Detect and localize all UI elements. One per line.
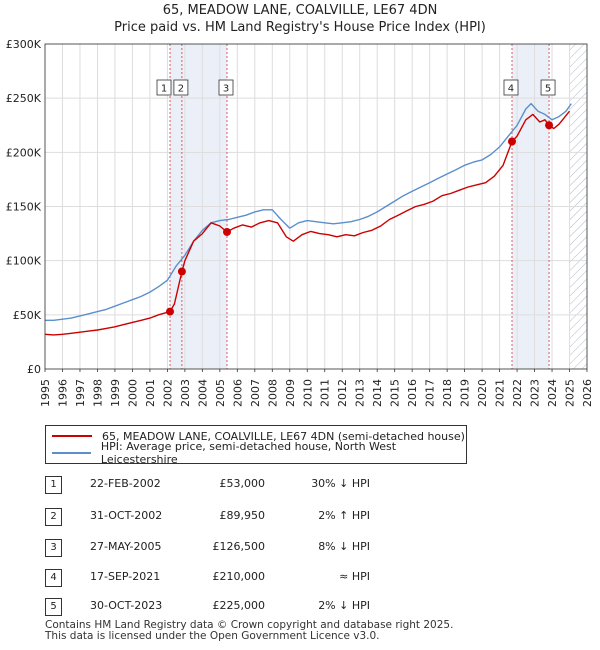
sale-label: 4 xyxy=(508,84,514,95)
x-tick-label: 2015 xyxy=(389,379,402,407)
x-tick-label: 2009 xyxy=(284,379,297,407)
x-tick-label: 1999 xyxy=(109,379,122,407)
x-tick-label: 2003 xyxy=(179,379,192,407)
x-tick-label: 2006 xyxy=(231,379,244,407)
x-tick-label: 1998 xyxy=(91,379,104,407)
x-tick-label: 2026 xyxy=(581,379,594,407)
footer-copyright: Contains HM Land Registry data © Crown c… xyxy=(45,619,454,631)
transaction-number: 3 xyxy=(45,539,62,557)
sale-label-box xyxy=(540,79,556,96)
x-tick-label: 2008 xyxy=(266,379,279,407)
x-tick-label: 2017 xyxy=(424,379,437,407)
sale-label-box xyxy=(156,79,172,96)
x-tick-label: 2010 xyxy=(301,379,314,407)
footer-licence: This data is licensed under the Open Gov… xyxy=(45,630,380,642)
y-tick-label: £300K xyxy=(6,38,42,51)
transaction-number: 2 xyxy=(45,508,62,526)
transaction-date: 30-OCT-2023 xyxy=(90,599,163,612)
sale-point xyxy=(166,307,175,316)
x-tick-label: 2020 xyxy=(476,379,489,407)
transaction-number: 1 xyxy=(45,476,62,494)
x-tick-label: 2021 xyxy=(494,379,507,407)
transaction-date: 17-SEP-2021 xyxy=(90,570,161,583)
legend-item-price: 65, MEADOW LANE, COALVILLE, LE67 4DN (se… xyxy=(52,428,465,444)
x-tick-label: 2013 xyxy=(354,379,367,407)
x-tick-label: 2023 xyxy=(529,379,542,407)
x-tick-label: 2011 xyxy=(319,379,332,407)
transaction-date: 27-MAY-2005 xyxy=(90,540,162,553)
transaction-hpi-relation: 30% ↓ HPI xyxy=(311,477,370,490)
sale-point xyxy=(545,121,554,130)
x-tick-label: 2019 xyxy=(459,379,472,407)
price-paid-line xyxy=(44,110,571,336)
x-tick-label: 2018 xyxy=(441,379,454,407)
transaction-hpi-relation: 8% ↓ HPI xyxy=(318,540,370,553)
transaction-price: £210,000 xyxy=(212,570,266,583)
chart-subtitle: Price paid vs. HM Land Registry's House … xyxy=(114,20,486,35)
transaction-row: 4 17-SEP-2021 £210,000 ≈ HPI xyxy=(45,568,565,590)
x-tick-label: 1997 xyxy=(74,379,87,407)
transaction-price: £225,000 xyxy=(212,599,266,612)
legend: 65, MEADOW LANE, COALVILLE, LE67 4DN (se… xyxy=(45,425,467,466)
sale-label-box xyxy=(503,79,519,96)
transaction-hpi-relation: 2% ↑ HPI xyxy=(318,509,370,522)
legend-swatch-hpi xyxy=(52,452,91,454)
transaction-price: £53,000 xyxy=(219,477,266,490)
y-tick-label: £200K xyxy=(6,146,42,159)
x-tick-label: 2025 xyxy=(564,379,577,407)
x-tick-label: 1996 xyxy=(56,379,69,407)
legend-item-hpi: HPI: Average price, semi-detached house,… xyxy=(52,440,466,466)
sale-label: 3 xyxy=(223,84,229,95)
transaction-price: £89,950 xyxy=(219,509,266,522)
x-tick-label: 2016 xyxy=(406,379,419,407)
legend-label-hpi: HPI: Average price, semi-detached house,… xyxy=(100,440,397,466)
footer: Contains HM Land Registry data © Crown c… xyxy=(45,620,453,642)
y-tick-label: £0 xyxy=(27,363,41,376)
sale-label: 2 xyxy=(178,84,184,95)
x-tick-label: 2001 xyxy=(144,379,157,407)
y-tick-label: £50K xyxy=(13,309,42,322)
sale-point xyxy=(223,227,232,236)
transaction-date: 22-FEB-2002 xyxy=(90,477,161,490)
x-tick-label: 2022 xyxy=(511,379,524,407)
legend-label-price: 65, MEADOW LANE, COALVILLE, LE67 4DN (se… xyxy=(102,429,465,443)
transaction-hpi-relation: 2% ↓ HPI xyxy=(318,599,370,612)
transaction-row: 3 27-MAY-2005 £126,500 8% ↓ HPI xyxy=(45,538,565,560)
sale-label: 5 xyxy=(545,84,551,95)
sale-label-box xyxy=(218,79,234,96)
transaction-row: 2 31-OCT-2002 £89,950 2% ↑ HPI xyxy=(45,507,565,529)
legend-swatch-price xyxy=(52,435,92,437)
x-tick-label: 2007 xyxy=(249,379,262,407)
sale-point xyxy=(507,137,516,146)
transaction-price: £126,500 xyxy=(212,540,266,553)
y-tick-label: £150K xyxy=(6,201,42,214)
x-tick-label: 2000 xyxy=(126,379,139,407)
plot-frame xyxy=(44,43,588,370)
transaction-row: 5 30-OCT-2023 £225,000 2% ↓ HPI xyxy=(45,597,565,619)
y-tick-label: £100K xyxy=(6,255,42,268)
transaction-number: 5 xyxy=(45,598,62,616)
sale-label: 1 xyxy=(161,84,167,95)
transaction-hpi-relation: ≈ HPI xyxy=(339,570,370,583)
x-tick-label: 2005 xyxy=(214,379,227,407)
x-tick-label: 2012 xyxy=(336,379,349,407)
transaction-date: 31-OCT-2002 xyxy=(90,509,163,522)
transaction-number: 4 xyxy=(45,569,62,587)
x-tick-label: 2002 xyxy=(161,379,174,407)
x-tick-label: 2024 xyxy=(546,379,559,407)
y-tick-label: £250K xyxy=(6,92,42,105)
x-tick-label: 2004 xyxy=(196,379,209,407)
sale-point xyxy=(177,267,186,276)
x-tick-label: 2014 xyxy=(371,379,384,407)
hpi-line xyxy=(45,102,572,321)
x-tick-label: 1995 xyxy=(39,379,52,407)
transaction-row: 1 22-FEB-2002 £53,000 30% ↓ HPI xyxy=(45,475,565,497)
sale-label-box xyxy=(173,79,189,96)
chart-title: 65, MEADOW LANE, COALVILLE, LE67 4DN xyxy=(162,3,438,18)
